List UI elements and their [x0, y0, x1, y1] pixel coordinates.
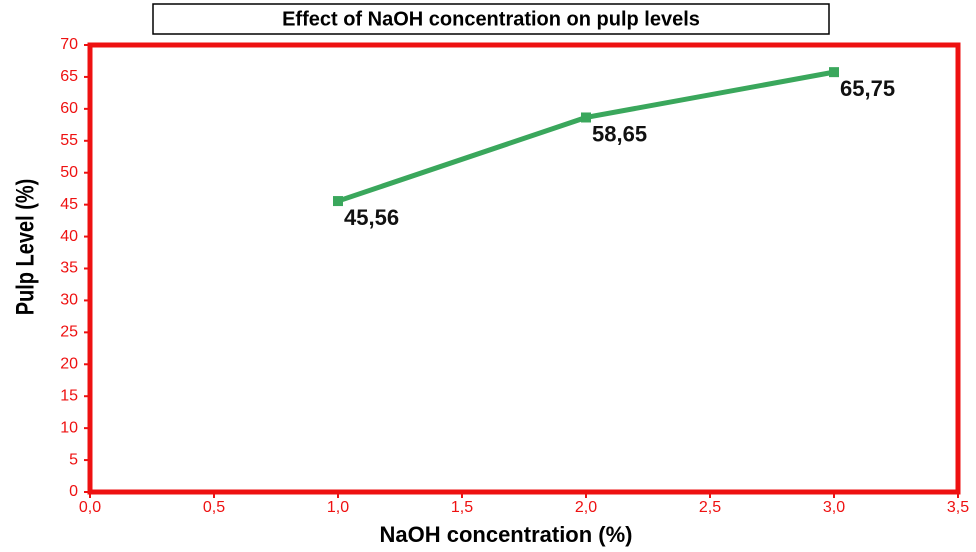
value-label: 58,65 — [592, 121, 647, 146]
value-label: 65,75 — [840, 76, 895, 101]
y-tick-label: 60 — [60, 100, 78, 117]
y-tick-label: 20 — [60, 356, 78, 373]
y-tick-label: 0 — [69, 483, 78, 500]
y-tick-label: 65 — [60, 68, 78, 85]
point — [333, 196, 343, 207]
x-tick-label: 3,0 — [823, 499, 845, 516]
y-axis-label: Pulp Level (%) — [12, 179, 40, 316]
x-tick-label: 1,5 — [451, 499, 473, 516]
y-tick-label: 70 — [60, 36, 78, 53]
y-tick-label: 55 — [60, 132, 78, 149]
x-tick-label: 1,0 — [327, 499, 349, 516]
x-tick-label: 2,5 — [699, 499, 721, 516]
y-tick-label: 10 — [60, 419, 78, 436]
title-box — [152, 3, 830, 35]
plot-frame — [87, 42, 961, 495]
point — [829, 67, 839, 78]
x-axis-label: NaOH concentration (%) — [379, 522, 632, 547]
x-tick-label: 3,5 — [947, 499, 969, 516]
series-line — [337, 69, 835, 204]
y-tick-label: 25 — [60, 324, 78, 341]
x-tick-label: 2,0 — [575, 499, 597, 516]
y-tick-label: 30 — [60, 292, 78, 309]
x-tick-label: 0,5 — [203, 499, 225, 516]
y-tick-label: 45 — [60, 196, 78, 213]
y-tick-label: 40 — [60, 228, 78, 245]
value-label: 45,56 — [344, 205, 399, 230]
chart-title: Effect of NaOH concentration on pulp lev… — [282, 8, 700, 30]
point — [581, 112, 591, 123]
y-tick-label: 15 — [60, 387, 78, 404]
x-tick-label: 0,0 — [79, 499, 101, 516]
y-tick-label: 35 — [60, 260, 78, 277]
y-tick-label: 50 — [60, 164, 78, 181]
y-tick-label: 5 — [69, 451, 78, 468]
